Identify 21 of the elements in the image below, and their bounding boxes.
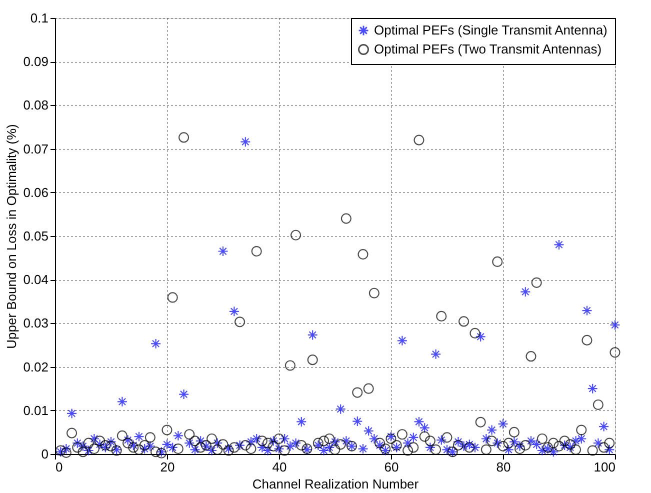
x-tick-label: 100 xyxy=(594,460,616,474)
y-tick-label: 0.05 xyxy=(23,228,48,244)
y-tick-label: 0 xyxy=(41,446,48,462)
y-tick-label: 0.09 xyxy=(23,54,48,70)
legend-label: Optimal PEFs (Two Transmit Antennas) xyxy=(374,42,602,56)
legend-label: Optimal PEFs (Single Transmit Antenna) xyxy=(374,22,608,38)
x-tick-label: 40 xyxy=(272,460,287,474)
y-axis-title: Upper Bound on Loss in Optimality (%) xyxy=(4,124,20,349)
y-tick-label: 0.08 xyxy=(23,98,48,113)
x-axis-title: Channel Realization Number xyxy=(252,476,420,492)
x-tick-label: 80 xyxy=(496,460,511,474)
x-tick-label: 60 xyxy=(384,460,399,474)
y-tick-label: 0.03 xyxy=(23,316,48,331)
x-tick-label: 20 xyxy=(160,460,175,474)
y-tick-label: 0.07 xyxy=(23,141,48,156)
y-tick-label: 0.1 xyxy=(30,10,48,26)
y-tick-label: 0.02 xyxy=(23,359,48,374)
x-tick-label: 0 xyxy=(56,460,63,474)
y-tick-label: 0.06 xyxy=(23,184,48,200)
y-tick-label: 0.01 xyxy=(23,402,48,418)
y-tick-label: 0.04 xyxy=(23,272,48,288)
